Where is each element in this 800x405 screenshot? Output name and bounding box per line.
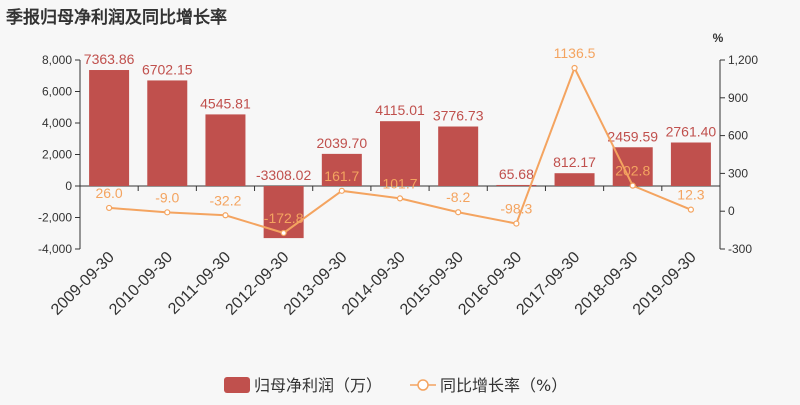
- growth-point: [687, 206, 695, 213]
- line-group: [105, 64, 695, 237]
- line-data-label: 1136.5: [554, 45, 596, 61]
- growth-point: [105, 204, 113, 212]
- right-axis-unit: %: [713, 31, 724, 45]
- bar: [147, 80, 188, 186]
- bar-data-label: 2761.40: [666, 124, 717, 140]
- right-axis-tick-label: 600: [728, 129, 748, 143]
- line-data-label: -98.3: [500, 201, 532, 217]
- growth-point: [455, 209, 462, 216]
- x-axis-tick-label: 2010-09-30: [106, 249, 176, 319]
- bar: [321, 153, 362, 186]
- line-data-label: -8.2: [446, 189, 470, 205]
- line-data-label: 26.0: [95, 185, 122, 201]
- line-data-label: -32.2: [209, 192, 241, 208]
- line-data-label: 101.7: [382, 175, 417, 191]
- growth-point: [396, 195, 404, 202]
- bar-data-label: 812.17: [553, 154, 596, 170]
- bar: [89, 70, 130, 186]
- growth-point: [164, 209, 171, 216]
- line-data-label: -172.8: [264, 210, 304, 226]
- line-data-label: -9.0: [155, 189, 179, 205]
- bar-labels-group: 7363.86 6702.15 4545.81 -3308.02 2039.70 4115…: [84, 51, 717, 183]
- right-axis-tick-label: 1,200: [728, 53, 758, 67]
- bar: [554, 173, 595, 186]
- left-axis-tick-label: 8,000: [42, 53, 72, 67]
- line-labels-group: 26.0 -9.0 -32.2 -172.8 161.7 101.7 -8.2 -98.3 11…: [95, 45, 704, 226]
- bar-data-label: 4545.81: [200, 95, 251, 111]
- growth-point: [571, 64, 578, 72]
- bar: [612, 147, 653, 186]
- growth-point: [338, 187, 345, 194]
- left-axis-tick-label: 6,000: [42, 85, 72, 99]
- line-data-label: 202.8: [615, 163, 650, 179]
- bar-data-label: 6702.15: [142, 61, 193, 77]
- legend-group: 归母净利润（万） 同比增长率（%）: [224, 376, 567, 395]
- bar-data-label: 2039.70: [317, 135, 368, 151]
- x-axis-tick-label: 2019-09-30: [630, 249, 700, 319]
- left-axis-tick-label: 2,000: [42, 148, 72, 162]
- growth-point: [280, 229, 287, 237]
- chart-title: 季报归母净利润及同比增长率: [6, 8, 227, 28]
- bar-data-label: 2459.59: [607, 128, 658, 144]
- line-data-label: 161.7: [324, 168, 359, 184]
- growth-point: [513, 220, 520, 227]
- bar-data-label: 65.68: [499, 166, 534, 182]
- legend-bar-swatch: [224, 377, 250, 393]
- bar-data-label: -3308.02: [256, 167, 311, 183]
- bar: [496, 184, 537, 186]
- growth-point: [222, 212, 229, 219]
- bar: [670, 142, 711, 186]
- legend-bar-label: 归母净利润（万）: [254, 376, 382, 395]
- right-axis-tick-label: 900: [728, 91, 748, 105]
- bars-group: [89, 70, 711, 239]
- right-axis-tick-label: -300: [728, 242, 752, 256]
- right-axis-tick-label: 300: [728, 166, 748, 180]
- growth-point: [629, 182, 636, 189]
- bar-data-label: 7363.86: [84, 51, 135, 67]
- bar-data-label: 3776.73: [433, 108, 484, 124]
- bar-data-label: 4115.01: [375, 102, 425, 118]
- left-axis-tick-label: -2,000: [38, 211, 72, 225]
- bar: [438, 126, 479, 186]
- legend-line-marker: [417, 379, 429, 391]
- left-axis-tick-label: -4,000: [38, 242, 72, 256]
- left-axis-tick-label: 4,000: [42, 116, 72, 130]
- line-data-label: 12.3: [677, 187, 704, 203]
- left-axis-tick-label: 0: [65, 179, 72, 193]
- bar: [205, 114, 246, 186]
- bar: [380, 121, 420, 186]
- right-axis-tick-label: 0: [728, 204, 735, 218]
- legend-line-label: 同比增长率（%）: [440, 376, 567, 395]
